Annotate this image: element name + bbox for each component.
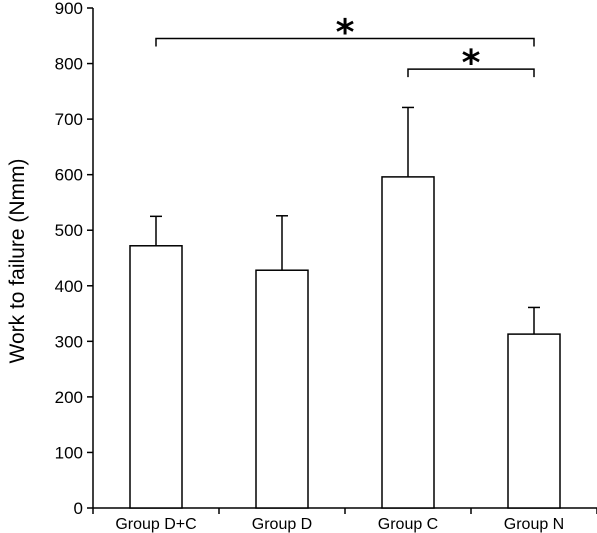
significance-brackets: ** (155, 13, 535, 84)
x-axis: Group D+C Group D Group C Group N (92, 507, 597, 533)
significance-marker: * (336, 13, 355, 54)
bar (129, 245, 183, 509)
x-tick-label: Group C (378, 516, 438, 533)
bar (507, 333, 561, 509)
x-tick-label: Group N (504, 516, 564, 533)
bar (255, 269, 309, 509)
y-axis-title: Work to failure (Nmm) (6, 159, 29, 364)
y-tick-label: 200 (55, 388, 83, 407)
y-tick-label: 0 (74, 499, 83, 518)
y-axis: 0 100 200 300 400 500 600 700 800 900 (55, 0, 94, 518)
y-tick-label: 500 (55, 221, 83, 240)
x-tick-label: Group D (252, 516, 312, 533)
significance-bracket (407, 68, 535, 78)
y-tick-label: 700 (55, 110, 83, 129)
error-bars (150, 106, 540, 335)
y-tick-label: 900 (55, 0, 83, 18)
significance-bracket (155, 37, 535, 47)
y-tick-label: 800 (55, 55, 83, 74)
bar (381, 176, 435, 509)
x-tick-label: Group D+C (115, 516, 196, 533)
bars (129, 176, 561, 509)
y-tick-label: 100 (55, 443, 83, 462)
significance-marker: * (462, 43, 481, 84)
y-tick-label: 300 (55, 332, 83, 351)
y-tick-label: 400 (55, 277, 83, 296)
y-tick-label: 600 (55, 166, 83, 185)
